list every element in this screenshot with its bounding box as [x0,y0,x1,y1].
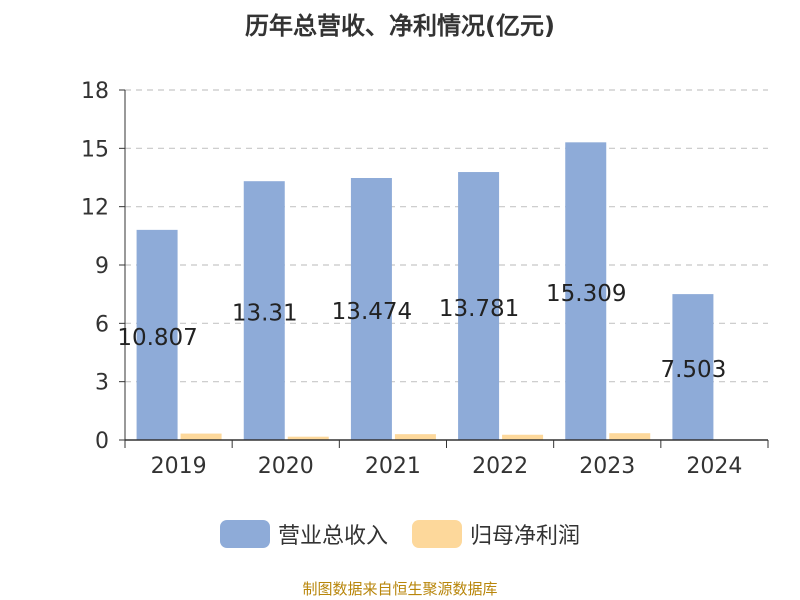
legend-label-net-profit: 归母净利润 [470,524,581,549]
revenue-bar [243,181,285,440]
data-label: 13.474 [332,299,412,325]
data-label: 7.503 [660,357,726,383]
revenue-bar [136,229,178,440]
y-tick-label: 15 [81,137,109,162]
net-profit-bar [502,434,544,440]
revenue-bar [565,142,607,440]
chart-title: 历年总营收、净利情况(亿元) [245,12,555,40]
legend-swatch-revenue [219,520,270,548]
net-profit-bar [394,434,436,440]
x-tick-label: 2024 [686,454,742,479]
y-tick-label: 0 [95,429,109,454]
data-label: 13.31 [232,301,298,327]
y-tick-label: 6 [95,312,109,337]
revenue-bar [458,172,500,440]
revenue-bar [672,294,714,440]
data-label: 15.309 [546,281,626,307]
x-tick-label: 2019 [151,454,207,479]
legend-item-net-profit[interactable]: 归母净利润 [412,518,580,550]
x-tick-label: 2021 [365,454,421,479]
data-label: 13.781 [439,296,519,322]
y-tick-label: 3 [95,371,109,396]
legend-item-revenue[interactable]: 营业总收入 [219,518,388,550]
net-profit-bar [287,436,329,440]
y-tick-label: 18 [81,79,109,104]
data-source-note: 制图数据来自恒生聚源数据库 [302,580,498,598]
y-tick-label: 12 [81,196,109,221]
revenue-bar [350,178,392,440]
legend-swatch-net-profit [412,520,462,548]
x-tick-label: 2022 [472,454,528,479]
x-tick-label: 2020 [258,454,314,479]
net-profit-bar [180,433,222,440]
y-tick-label: 9 [95,254,109,279]
x-tick-label: 2023 [579,454,635,479]
data-label: 10.807 [117,325,197,351]
legend: 营业总收入 归母净利润 [0,518,800,550]
net-profit-bar [609,433,651,440]
legend-label-revenue: 营业总收入 [277,524,388,549]
